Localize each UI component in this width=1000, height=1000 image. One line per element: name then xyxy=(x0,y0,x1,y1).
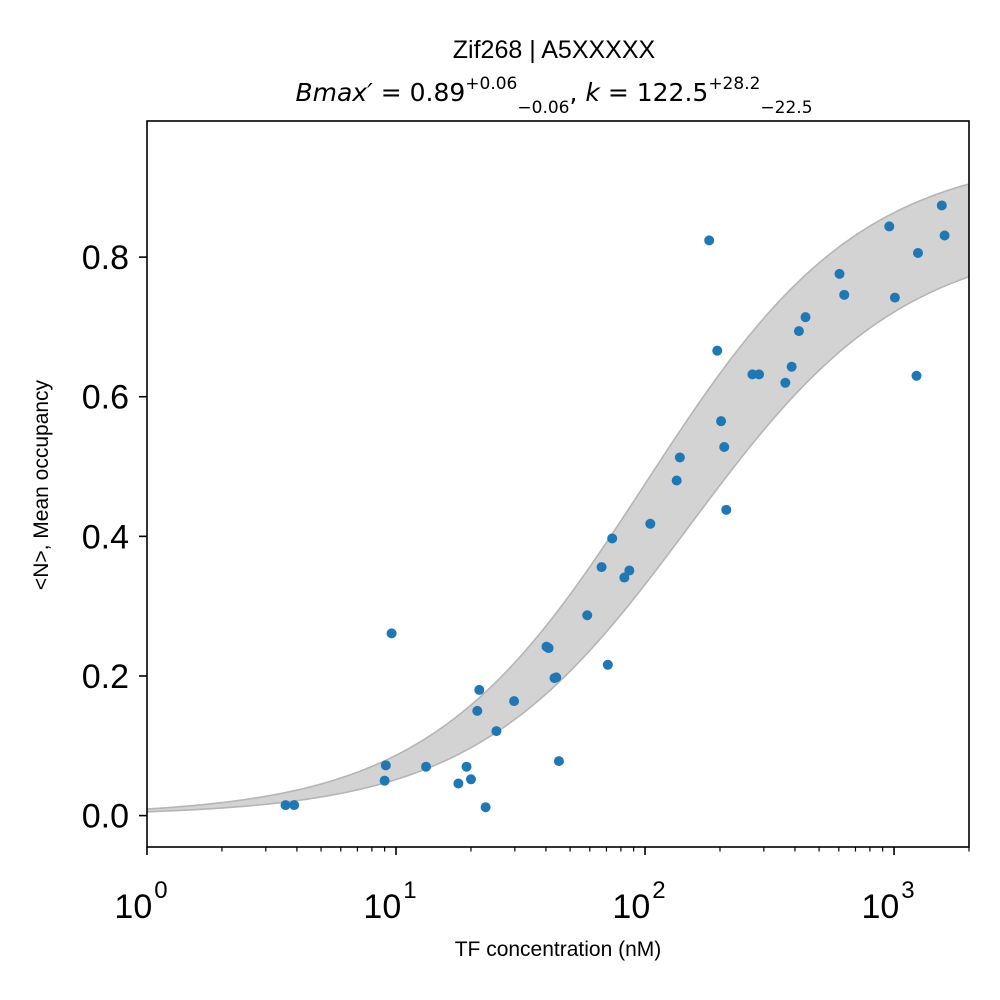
subtitle-comma: , xyxy=(570,78,586,107)
y-tick-label: 0.0 xyxy=(82,798,129,836)
data-point xyxy=(712,345,723,356)
data-point xyxy=(619,572,630,583)
data-point xyxy=(913,247,923,258)
x-tick-label: 102 xyxy=(612,877,665,926)
subtitle-bmax-upper: +0.06 xyxy=(465,74,517,94)
x-tick-label: 100 xyxy=(114,877,167,926)
data-point xyxy=(674,452,685,463)
data-point xyxy=(509,696,520,707)
data-point xyxy=(553,756,564,767)
x-tick-exponent: 0 xyxy=(154,877,167,904)
data-point xyxy=(793,326,804,337)
data-point xyxy=(289,800,300,811)
x-tick-exponent: 2 xyxy=(652,877,665,904)
chart-subtitle: Bmax′ = 0.89+0.06−0.06, k = 122.5+28.2−2… xyxy=(295,74,812,118)
x-tick-exponent: 3 xyxy=(901,877,914,904)
y-ticks: 0.0 0.2 0.4 0.6 0.8 xyxy=(82,239,147,836)
x-tick-base: 10 xyxy=(114,888,152,926)
subtitle-bmax-value: 0.89 xyxy=(410,78,466,107)
y-axis-label: <N>, Mean occupancy xyxy=(30,379,53,590)
subtitle-k-lower: −22.5 xyxy=(760,98,812,118)
data-point xyxy=(754,369,765,380)
subtitle-k-upper: +28.2 xyxy=(708,74,760,94)
subtitle-k-symbol: k xyxy=(585,78,601,107)
y-tick-label: 0.8 xyxy=(82,239,129,277)
data-point xyxy=(786,361,797,372)
data-point xyxy=(704,235,715,246)
data-point xyxy=(472,705,483,716)
data-point xyxy=(386,628,397,639)
data-points-layer xyxy=(280,200,950,813)
data-point xyxy=(491,726,502,737)
data-point xyxy=(834,268,845,279)
data-point xyxy=(465,774,476,785)
y-tick-label: 0.4 xyxy=(82,518,129,556)
data-point xyxy=(719,442,730,452)
data-point xyxy=(889,292,900,303)
data-point xyxy=(624,565,635,576)
y-tick-label: 0.6 xyxy=(82,379,129,417)
data-point xyxy=(280,800,291,811)
data-point xyxy=(474,684,485,695)
x-tick-base: 10 xyxy=(363,888,401,926)
chart-title: Zif268 | A5XXXXX xyxy=(453,36,656,64)
data-point xyxy=(800,312,811,323)
x-tick-base: 10 xyxy=(861,888,899,926)
data-point xyxy=(543,643,554,654)
data-point xyxy=(721,504,732,515)
x-tick-exponent: 1 xyxy=(403,877,416,904)
data-point xyxy=(839,289,850,300)
subtitle-equals-2: = xyxy=(600,78,637,107)
x-tick-base: 10 xyxy=(612,888,650,926)
x-ticks: 100 101 102 103 xyxy=(114,847,970,926)
y-tick-label: 0.2 xyxy=(82,658,129,696)
data-point xyxy=(379,775,390,786)
data-point xyxy=(461,761,472,772)
data-point xyxy=(939,230,950,241)
data-point xyxy=(607,533,618,544)
fit-band-lower-edge xyxy=(146,276,970,813)
x-tick-label: 103 xyxy=(861,877,914,926)
subtitle-bmax-symbol: Bmax′ xyxy=(295,78,373,107)
subtitle-k-value: 122.5 xyxy=(637,78,709,107)
data-point xyxy=(582,610,593,621)
fit-confidence-band xyxy=(147,183,969,812)
data-point xyxy=(645,518,656,529)
x-axis-label: TF concentration (nM) xyxy=(455,938,662,961)
data-point xyxy=(602,659,613,670)
data-point xyxy=(884,221,895,232)
fit-band-layer xyxy=(146,183,970,813)
data-point xyxy=(480,802,491,813)
data-point xyxy=(671,475,682,486)
data-point xyxy=(380,760,391,771)
x-tick-label: 101 xyxy=(363,877,416,926)
data-point xyxy=(453,778,464,789)
data-point xyxy=(551,672,562,683)
subtitle-bmax-lower: −0.06 xyxy=(517,98,569,118)
fit-band-upper-edge xyxy=(146,183,970,810)
data-point xyxy=(780,377,791,388)
data-point xyxy=(716,416,727,427)
data-point xyxy=(596,562,607,573)
data-point xyxy=(421,761,432,772)
data-point xyxy=(911,370,922,381)
plot-frame xyxy=(146,120,970,848)
subtitle-equals-1: = xyxy=(373,78,410,107)
data-point xyxy=(936,200,947,211)
axes-frame xyxy=(146,120,970,848)
